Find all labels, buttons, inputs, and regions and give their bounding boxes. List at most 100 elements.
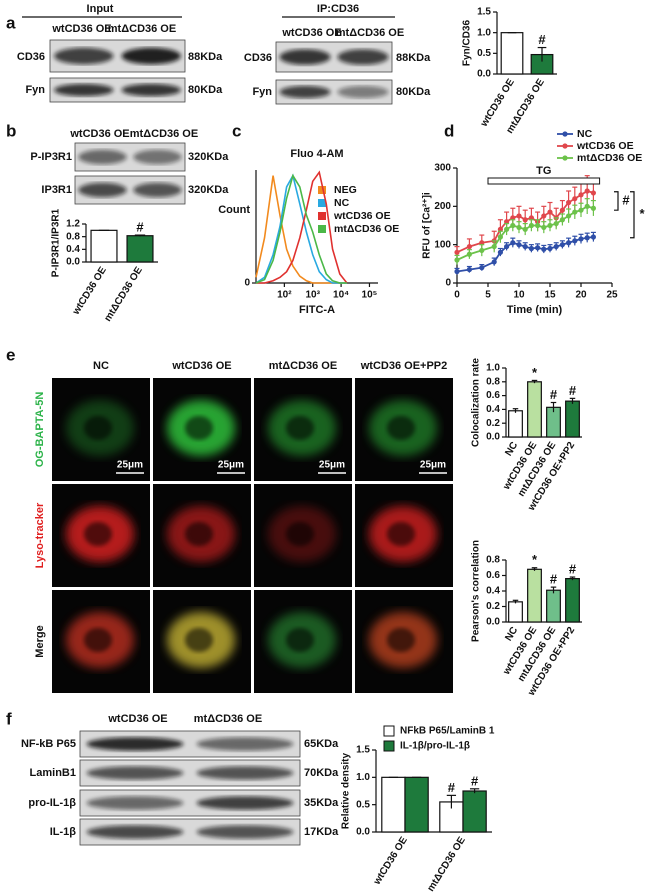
band bbox=[196, 766, 294, 780]
y-tick-label: 1.0 bbox=[356, 772, 370, 783]
bar bbox=[126, 235, 154, 263]
nucleus bbox=[84, 416, 112, 440]
y-tick-label: 0 bbox=[445, 278, 451, 289]
scale-bar-label: 25μm bbox=[218, 460, 244, 471]
nucleus bbox=[185, 416, 213, 440]
marker bbox=[522, 226, 528, 232]
y-tick-label: 0.2 bbox=[486, 601, 500, 612]
y-tick-label: 200 bbox=[434, 201, 451, 212]
y-tick-label: 300 bbox=[434, 163, 451, 174]
size-label: 320KDa bbox=[188, 151, 229, 163]
y-tick-label: 0.6 bbox=[486, 390, 500, 401]
row-label: P-IP3R1 bbox=[30, 151, 72, 163]
significance-mark: # bbox=[136, 220, 144, 235]
marker bbox=[535, 222, 541, 229]
nucleus bbox=[84, 522, 112, 546]
row-label: OG-BAPTA-5N bbox=[34, 392, 46, 468]
annotation: TG bbox=[536, 165, 551, 177]
row-label: Merge bbox=[34, 625, 46, 657]
band bbox=[196, 737, 294, 751]
significance-mark: # bbox=[471, 773, 479, 788]
size-label: 80KDa bbox=[188, 84, 223, 96]
marker bbox=[497, 249, 503, 255]
marker bbox=[547, 209, 553, 215]
nucleus bbox=[387, 628, 415, 652]
marker bbox=[504, 243, 510, 250]
band bbox=[86, 796, 184, 810]
legend-swatch bbox=[383, 725, 395, 737]
legend-swatch bbox=[318, 225, 326, 233]
y-tick-label: 0.4 bbox=[486, 404, 500, 415]
legend-label: NFkB P65/LaminB 1 bbox=[400, 726, 495, 737]
legend-swatch bbox=[383, 740, 395, 752]
y-tick-label: 0.0 bbox=[486, 432, 500, 443]
legend-label: NC bbox=[334, 197, 350, 209]
size-label: 80KDa bbox=[396, 86, 431, 98]
panel-letter: f bbox=[6, 709, 12, 728]
row-label: IL-1β bbox=[50, 826, 77, 838]
legend-marker bbox=[562, 143, 568, 149]
y-tick-label: 0.6 bbox=[486, 570, 500, 581]
marker bbox=[590, 190, 597, 196]
marker bbox=[479, 247, 485, 254]
marker bbox=[541, 224, 547, 231]
y-axis-label: Relative density bbox=[341, 752, 352, 829]
band bbox=[121, 47, 181, 65]
lane-label: wtCD36 OE bbox=[281, 27, 341, 39]
y-tick-label: 1.0 bbox=[486, 363, 500, 374]
band bbox=[337, 85, 389, 99]
band bbox=[196, 825, 294, 839]
x-tick-label: wtCD36 OE bbox=[371, 835, 410, 888]
size-label: 88KDa bbox=[188, 51, 223, 63]
bar bbox=[404, 776, 429, 833]
marker bbox=[559, 217, 566, 223]
marker bbox=[510, 240, 516, 246]
band bbox=[279, 85, 331, 99]
band bbox=[78, 149, 127, 165]
panel-letter: b bbox=[6, 121, 16, 140]
marker bbox=[578, 236, 584, 242]
y-axis-label: Fyn/CD36 bbox=[462, 20, 473, 67]
bar bbox=[90, 229, 118, 263]
size-label: 70KDa bbox=[304, 767, 339, 779]
panel-letter: e bbox=[6, 345, 15, 364]
annotation: # bbox=[622, 192, 630, 207]
bar bbox=[508, 410, 523, 438]
band bbox=[86, 737, 184, 751]
y-tick-label: 0.4 bbox=[66, 244, 80, 255]
blot-header: IP:CD36 bbox=[317, 3, 359, 15]
legend-marker bbox=[562, 131, 568, 137]
x-tick-label: 10⁵ bbox=[362, 290, 378, 301]
panel-letter: a bbox=[6, 13, 16, 32]
marker bbox=[479, 265, 485, 271]
y-axis-label: Pearson's correlation bbox=[471, 540, 482, 642]
marker bbox=[516, 213, 522, 219]
size-label: 320KDa bbox=[188, 184, 229, 196]
lane-label: wtCD36 OE bbox=[51, 23, 111, 35]
marker bbox=[584, 203, 590, 209]
marker bbox=[504, 219, 510, 225]
marker bbox=[566, 213, 572, 219]
marker bbox=[572, 238, 578, 244]
marker bbox=[590, 234, 597, 240]
significance-mark: # bbox=[550, 387, 558, 402]
significance-mark: # bbox=[550, 572, 558, 587]
marker bbox=[528, 222, 535, 229]
marker bbox=[541, 246, 547, 252]
annotation: * bbox=[639, 206, 645, 221]
scale-bar-label: 25μm bbox=[420, 460, 446, 471]
legend-label: wtCD36 OE bbox=[333, 210, 391, 222]
y-tick-label: 1.0 bbox=[477, 27, 491, 38]
significance-mark: # bbox=[448, 780, 456, 795]
row-label: LaminB1 bbox=[30, 767, 76, 779]
significance-mark: * bbox=[532, 552, 538, 567]
lane-label: mtΔCD36 OE bbox=[336, 27, 404, 39]
band bbox=[121, 83, 181, 97]
row-label: pro-IL-1β bbox=[28, 797, 76, 809]
y-tick-label: 0.2 bbox=[486, 418, 500, 429]
marker bbox=[547, 245, 553, 252]
band bbox=[86, 825, 184, 839]
bar bbox=[508, 601, 523, 623]
marker bbox=[566, 199, 572, 206]
